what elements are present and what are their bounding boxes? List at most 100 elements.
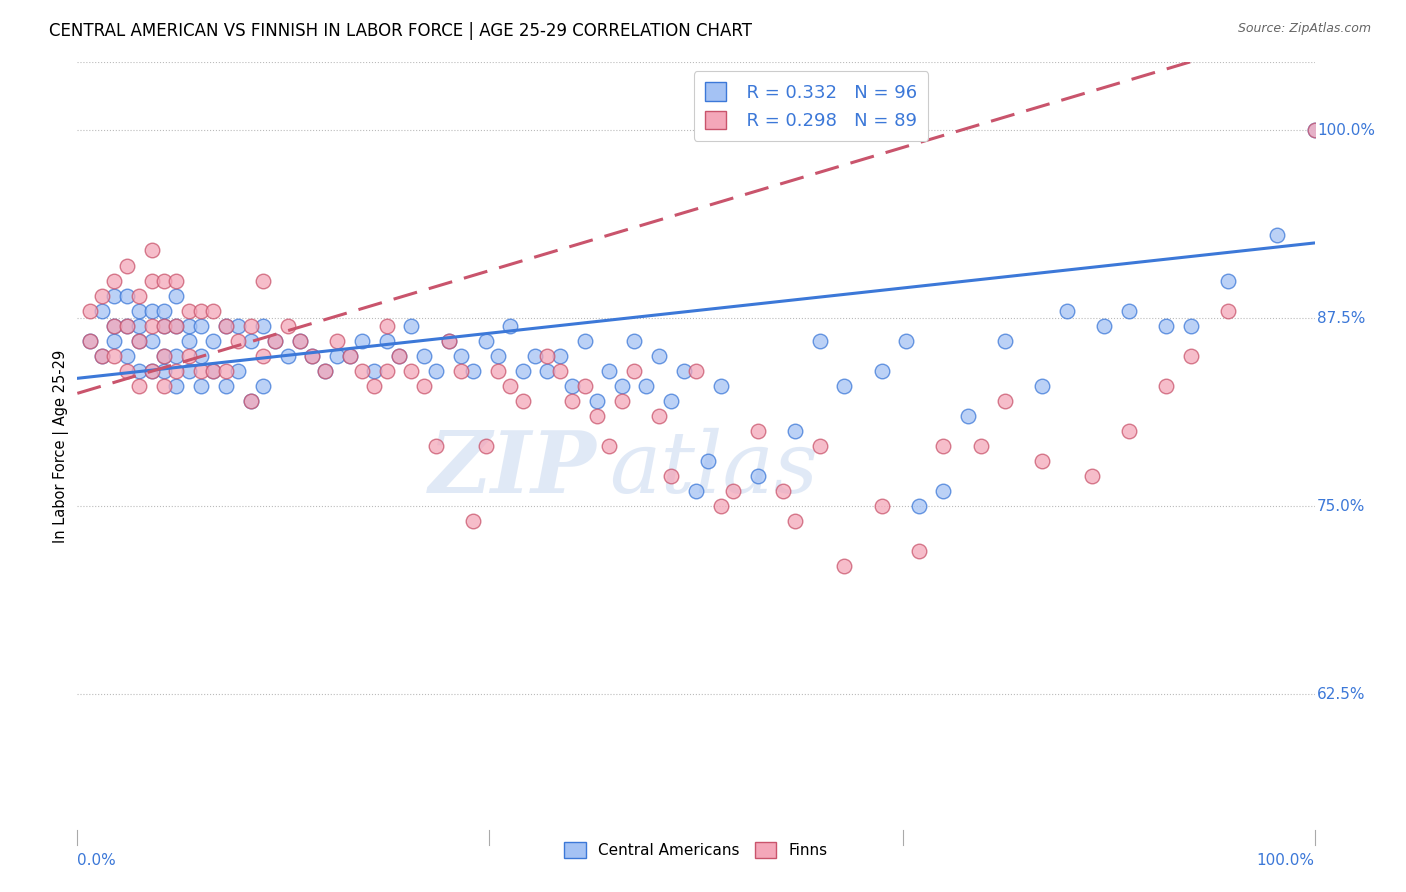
Point: [79, 334, 101, 348]
Point: [226, 318, 249, 333]
Point: [103, 318, 125, 333]
Point: [610, 379, 633, 393]
Point: [141, 334, 163, 348]
Point: [783, 424, 806, 438]
Point: [548, 349, 571, 363]
Text: CENTRAL AMERICAN VS FINNISH IN LABOR FORCE | AGE 25-29 CORRELATION CHART: CENTRAL AMERICAN VS FINNISH IN LABOR FOR…: [49, 22, 752, 40]
Point: [215, 379, 238, 393]
Point: [128, 364, 150, 378]
Point: [623, 364, 645, 378]
Point: [375, 334, 398, 348]
Point: [710, 379, 733, 393]
Point: [375, 364, 398, 378]
Point: [190, 318, 212, 333]
Point: [339, 349, 361, 363]
Point: [561, 379, 583, 393]
Point: [190, 379, 212, 393]
Point: [153, 303, 176, 318]
Point: [141, 303, 163, 318]
Point: [486, 349, 509, 363]
Point: [252, 379, 274, 393]
Point: [969, 439, 991, 453]
Point: [202, 364, 225, 378]
Point: [153, 364, 176, 378]
Point: [314, 364, 336, 378]
Point: [165, 318, 187, 333]
Point: [388, 349, 411, 363]
Point: [1303, 123, 1326, 137]
Point: [264, 334, 287, 348]
Point: [561, 393, 583, 408]
Text: Source: ZipAtlas.com: Source: ZipAtlas.com: [1237, 22, 1371, 36]
Point: [202, 303, 225, 318]
Point: [350, 364, 373, 378]
Point: [239, 393, 262, 408]
Point: [153, 379, 176, 393]
Point: [536, 349, 558, 363]
Point: [115, 259, 138, 273]
Point: [288, 334, 311, 348]
Point: [79, 303, 101, 318]
Point: [165, 288, 187, 302]
Point: [536, 364, 558, 378]
Point: [252, 349, 274, 363]
Point: [474, 334, 496, 348]
Point: [524, 349, 547, 363]
Point: [115, 364, 138, 378]
Point: [301, 349, 323, 363]
Point: [363, 379, 385, 393]
Point: [1118, 303, 1140, 318]
Point: [412, 349, 434, 363]
Point: [153, 349, 176, 363]
Point: [91, 349, 114, 363]
Point: [363, 364, 385, 378]
Point: [314, 364, 336, 378]
Point: [499, 379, 522, 393]
Point: [721, 484, 744, 499]
Point: [463, 364, 485, 378]
Point: [375, 318, 398, 333]
Point: [486, 364, 509, 378]
Point: [128, 334, 150, 348]
Point: [586, 393, 609, 408]
Point: [623, 334, 645, 348]
Point: [1118, 424, 1140, 438]
Point: [215, 318, 238, 333]
Point: [710, 499, 733, 513]
Point: [239, 318, 262, 333]
Point: [870, 364, 893, 378]
Point: [128, 318, 150, 333]
Point: [326, 349, 349, 363]
Point: [79, 334, 101, 348]
Point: [103, 334, 125, 348]
Point: [994, 393, 1017, 408]
Point: [1216, 274, 1239, 288]
Point: [239, 334, 262, 348]
Point: [1056, 303, 1078, 318]
Point: [1081, 469, 1104, 483]
Point: [165, 364, 187, 378]
Point: [648, 349, 671, 363]
Point: [128, 379, 150, 393]
Point: [153, 318, 176, 333]
Point: [103, 274, 125, 288]
Point: [141, 318, 163, 333]
Point: [141, 364, 163, 378]
Point: [165, 379, 187, 393]
Point: [190, 303, 212, 318]
Point: [994, 334, 1017, 348]
Point: [1180, 318, 1202, 333]
Point: [1216, 303, 1239, 318]
Point: [1154, 318, 1177, 333]
Text: 87.5%: 87.5%: [1317, 310, 1365, 326]
Point: [165, 274, 187, 288]
Point: [226, 364, 249, 378]
Point: [932, 484, 955, 499]
Point: [115, 288, 138, 302]
Point: [339, 349, 361, 363]
Text: 62.5%: 62.5%: [1317, 687, 1365, 702]
Point: [165, 318, 187, 333]
Point: [115, 318, 138, 333]
Point: [437, 334, 460, 348]
Point: [202, 334, 225, 348]
